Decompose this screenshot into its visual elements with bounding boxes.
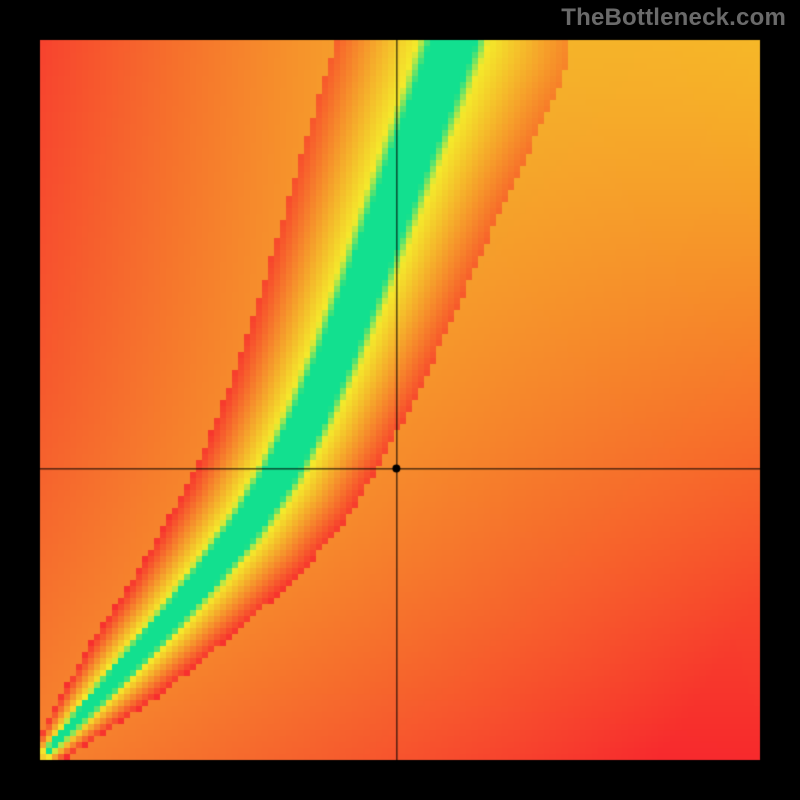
- chart-container: TheBottleneck.com: [0, 0, 800, 800]
- heatmap-canvas: [0, 0, 800, 800]
- watermark-text: TheBottleneck.com: [561, 4, 786, 32]
